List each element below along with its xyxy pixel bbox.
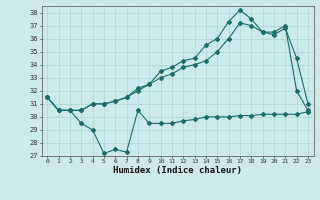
X-axis label: Humidex (Indice chaleur): Humidex (Indice chaleur)	[113, 166, 242, 175]
